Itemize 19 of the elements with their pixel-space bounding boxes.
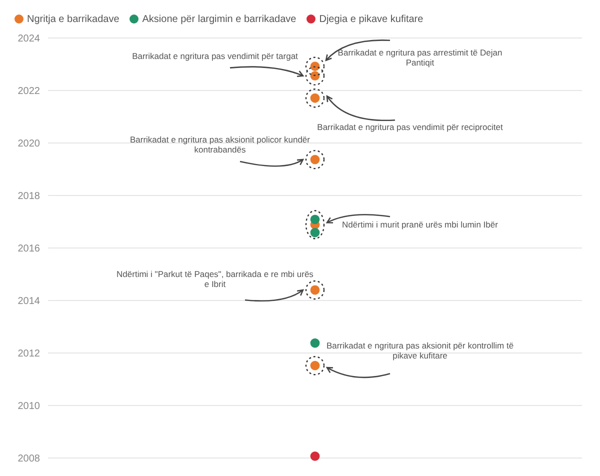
y-tick-label: 2016 [18, 244, 40, 255]
y-tick-label: 2024 [18, 34, 40, 45]
y-tick-label: 2022 [18, 86, 40, 98]
y-tick-label: 2010 [18, 401, 40, 412]
annotation: Barrikadat e ngritura pas vendimit për reciprocitet [317, 122, 504, 132]
annotation: Barrikadat e ngritura pas aksionit për kontrollim të pikave kufitare [326, 340, 514, 361]
annotation: Barrikadat e ngritura pas vendimit për targat [132, 50, 299, 61]
y-tick-label: 2008 [18, 454, 40, 465]
y-tick-label: 2020 [18, 138, 40, 150]
legend-label: Aksione për largimin e barrikadave [141, 14, 296, 24]
annotation: Ndërtimi i murit pranë urës mbi lumin Ibër [342, 220, 498, 230]
annotation: Barrikadat e ngritura pas aksionit policor kundër kontrabandës [130, 134, 310, 155]
y-tick-label: 2012 [18, 348, 40, 360]
y-tick-label: 2014 [18, 296, 40, 308]
legend-label: Ngritja e barrikadave [26, 14, 120, 24]
annotation: Barrikadat e ngritura pas arrestimit të Dejan Pantiqit [338, 47, 502, 68]
legend-label: Djegia e pikave kufitare [318, 14, 424, 24]
annotation: Ndërtimi i "Parkut të Paqes", barrikada e re mbi urës e Ibrit [116, 269, 314, 289]
y-tick-label: 2018 [18, 191, 40, 202]
